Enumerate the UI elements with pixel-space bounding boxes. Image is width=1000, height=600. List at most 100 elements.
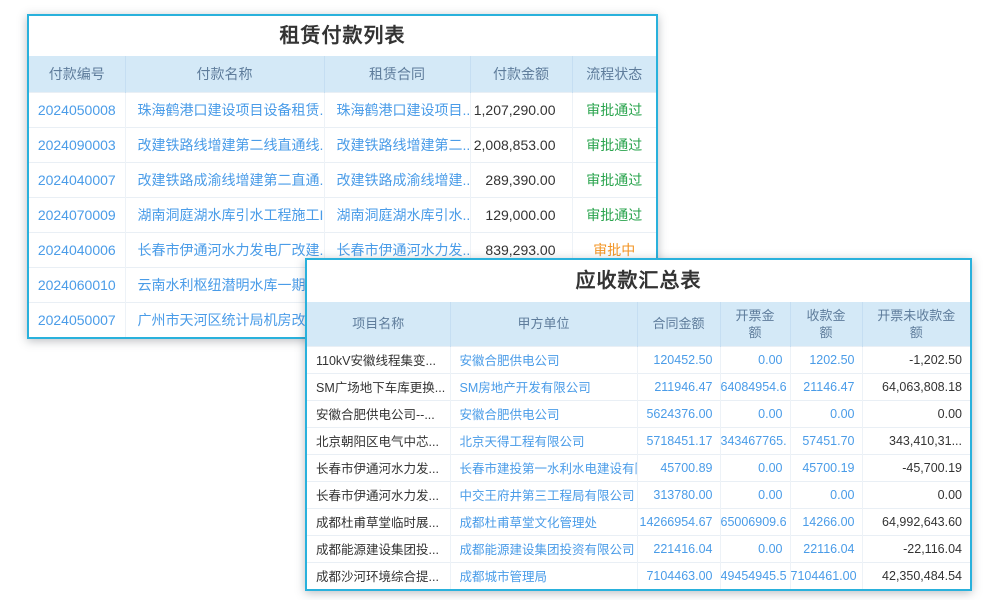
payment-no-link[interactable]: 2024050008: [29, 91, 126, 127]
table-row: 110kV安徽线程集变... 安徽合肥供电公司 120452.50 0.00 1…: [307, 345, 970, 373]
invoiced-unreceived-value: 42,350,484.54: [862, 561, 970, 589]
receivables-header-row: 项目名称 甲方单位 合同金额 开票金额 收款金额 开票未收款金额: [307, 302, 970, 346]
invoiced-amount-value: 0.00: [720, 345, 791, 373]
project-name: 长春市伊通河水力发...: [307, 453, 451, 481]
receivables-card: 应收款汇总表 项目名称 甲方单位 合同金额 开票金额 收款金额 开票未收款金额 …: [305, 258, 972, 591]
table-row: 成都杜甫草堂临时展... 成都杜甫草堂文化管理处 14266954.67 650…: [307, 507, 970, 535]
party-a-link[interactable]: SM房地产开发有限公司: [450, 372, 638, 400]
invoiced-amount-value: 343467765.: [720, 426, 791, 454]
payment-no-link[interactable]: 2024050007: [29, 301, 126, 337]
invoiced-amount-value: 0.00: [720, 399, 791, 427]
column-header-flow-status: 流程状态: [572, 56, 656, 92]
table-row: 安徽合肥供电公司--... 安徽合肥供电公司 5624376.00 0.00 0…: [307, 399, 970, 427]
received-amount-value: 0.00: [790, 480, 863, 508]
payment-name-link[interactable]: 珠海鹤港口建设项目设备租赁...: [125, 91, 325, 127]
lease-payments-card: 租赁付款列表 付款编号 付款名称 租赁合同 付款金额 流程状态 20240500…: [27, 14, 658, 339]
status-badge: 审批通过: [572, 161, 656, 197]
contract-amount-value: 5718451.17: [637, 426, 721, 454]
project-name: 安徽合肥供电公司--...: [307, 399, 451, 427]
contract-amount-value: 7104463.00: [637, 561, 721, 589]
party-a-link[interactable]: 安徽合肥供电公司: [450, 345, 638, 373]
payment-no-link[interactable]: 2024040006: [29, 231, 126, 267]
payment-name-link[interactable]: 广州市天河区统计局机房改造...: [125, 301, 325, 337]
column-header-lease-contract: 租赁合同: [324, 56, 471, 92]
column-header-received-amount: 收款金额: [790, 302, 863, 346]
table-row: 2024050008 珠海鹤港口建设项目设备租赁... 珠海鹤港口建设项目...…: [29, 91, 656, 127]
payment-name-link[interactable]: 改建铁路线增建第二线直通线...: [125, 126, 325, 162]
contract-amount-value: 120452.50: [637, 345, 721, 373]
invoiced-unreceived-value: 343,410,31...: [862, 426, 970, 454]
received-amount-value: 1202.50: [790, 345, 863, 373]
table-row: 成都沙河环境综合提... 成都城市管理局 7104463.00 49454945…: [307, 561, 970, 589]
table-row: 成都能源建设集团投... 成都能源建设集团投资有限公司 221416.04 0.…: [307, 534, 970, 562]
invoiced-unreceived-value: -22,116.04: [862, 534, 970, 562]
project-name: 110kV安徽线程集变...: [307, 345, 451, 373]
contract-amount-value: 211946.47: [637, 372, 721, 400]
received-amount-value: 0.00: [790, 399, 863, 427]
party-a-link[interactable]: 成都城市管理局: [450, 561, 638, 589]
table-row: 北京朝阳区电气中芯... 北京天得工程有限公司 5718451.17 34346…: [307, 426, 970, 454]
payment-no-link[interactable]: 2024070009: [29, 196, 126, 232]
lease-contract-link[interactable]: 改建铁路成渝线增建...: [324, 161, 471, 197]
lease-payments-header-row: 付款编号 付款名称 租赁合同 付款金额 流程状态: [29, 56, 656, 92]
receivables-table: 项目名称 甲方单位 合同金额 开票金额 收款金额 开票未收款金额 110kV安徽…: [307, 302, 970, 589]
table-row: 长春市伊通河水力发... 中交王府井第三工程局有限公司 313780.00 0.…: [307, 480, 970, 508]
invoiced-unreceived-value: 0.00: [862, 480, 970, 508]
invoiced-amount-value: 0.00: [720, 480, 791, 508]
status-badge: 审批通过: [572, 126, 656, 162]
payment-name-link[interactable]: 改建铁路成渝线增建第二直通...: [125, 161, 325, 197]
column-header-contract-amount: 合同金额: [637, 302, 721, 346]
contract-amount-value: 221416.04: [637, 534, 721, 562]
lease-payments-title: 租赁付款列表: [279, 25, 406, 47]
status-badge: 审批通过: [572, 91, 656, 127]
column-header-party-a: 甲方单位: [450, 302, 638, 346]
column-header-project-name: 项目名称: [307, 302, 451, 346]
payment-no-link[interactable]: 2024090003: [29, 126, 126, 162]
party-a-link[interactable]: 成都杜甫草堂文化管理处: [450, 507, 638, 535]
party-a-link[interactable]: 成都能源建设集团投资有限公司: [450, 534, 638, 562]
column-header-payment-amount: 付款金额: [470, 56, 573, 92]
party-a-link[interactable]: 中交王府井第三工程局有限公司: [450, 480, 638, 508]
payment-name-link[interactable]: 湖南洞庭湖水库引水工程施工I...: [125, 196, 325, 232]
table-row: 2024040007 改建铁路成渝线增建第二直通... 改建铁路成渝线增建...…: [29, 161, 656, 197]
invoiced-amount-value: 49454945.5: [720, 561, 791, 589]
payment-name-link[interactable]: 长春市伊通河水力发电厂改建...: [125, 231, 325, 267]
received-amount-value: 14266.00: [790, 507, 863, 535]
status-badge: 审批通过: [572, 196, 656, 232]
payment-amount-value: 2,008,853.00: [470, 126, 573, 162]
invoiced-unreceived-value: 0.00: [862, 399, 970, 427]
party-a-link[interactable]: 北京天得工程有限公司: [450, 426, 638, 454]
project-name: 长春市伊通河水力发...: [307, 480, 451, 508]
project-name: 成都能源建设集团投...: [307, 534, 451, 562]
project-name: SM广场地下车库更换...: [307, 372, 451, 400]
payment-no-link[interactable]: 2024060010: [29, 266, 126, 302]
invoiced-unreceived-value: 64,992,643.60: [862, 507, 970, 535]
table-row: 2024070009 湖南洞庭湖水库引水工程施工I... 湖南洞庭湖水库引水..…: [29, 196, 656, 232]
lease-contract-link[interactable]: 湖南洞庭湖水库引水...: [324, 196, 471, 232]
invoiced-amount-value: 64084954.6: [720, 372, 791, 400]
lease-contract-link[interactable]: 珠海鹤港口建设项目...: [324, 91, 471, 127]
party-a-link[interactable]: 长春市建投第一水利水电建设有限: [450, 453, 638, 481]
receivables-title: 应收款汇总表: [575, 270, 702, 292]
invoiced-unreceived-value: -45,700.19: [862, 453, 970, 481]
lease-contract-link[interactable]: 改建铁路线增建第二...: [324, 126, 471, 162]
party-a-link[interactable]: 安徽合肥供电公司: [450, 399, 638, 427]
payment-name-link[interactable]: 云南水利枢纽潜明水库一期工...: [125, 266, 325, 302]
lease-payments-table: 付款编号 付款名称 租赁合同 付款金额 流程状态 2024050008 珠海鹤港…: [29, 56, 656, 337]
payment-amount-value: 1,207,290.00: [470, 91, 573, 127]
invoiced-unreceived-value: -1,202.50: [862, 345, 970, 373]
table-row: 2024090003 改建铁路线增建第二线直通线... 改建铁路线增建第二...…: [29, 126, 656, 162]
project-name: 北京朝阳区电气中芯...: [307, 426, 451, 454]
received-amount-value: 7104461.00: [790, 561, 863, 589]
received-amount-value: 22116.04: [790, 534, 863, 562]
column-header-payment-no: 付款编号: [29, 56, 126, 92]
contract-amount-value: 45700.89: [637, 453, 721, 481]
column-header-payment-name: 付款名称: [125, 56, 325, 92]
payment-amount-value: 289,390.00: [470, 161, 573, 197]
payment-no-link[interactable]: 2024040007: [29, 161, 126, 197]
invoiced-amount-value: 65006909.6: [720, 507, 791, 535]
table-row: 长春市伊通河水力发... 长春市建投第一水利水电建设有限 45700.89 0.…: [307, 453, 970, 481]
column-header-invoiced-unreceived: 开票未收款金额: [862, 302, 970, 346]
column-header-invoiced-amount: 开票金额: [720, 302, 791, 346]
invoiced-amount-value: 0.00: [720, 534, 791, 562]
